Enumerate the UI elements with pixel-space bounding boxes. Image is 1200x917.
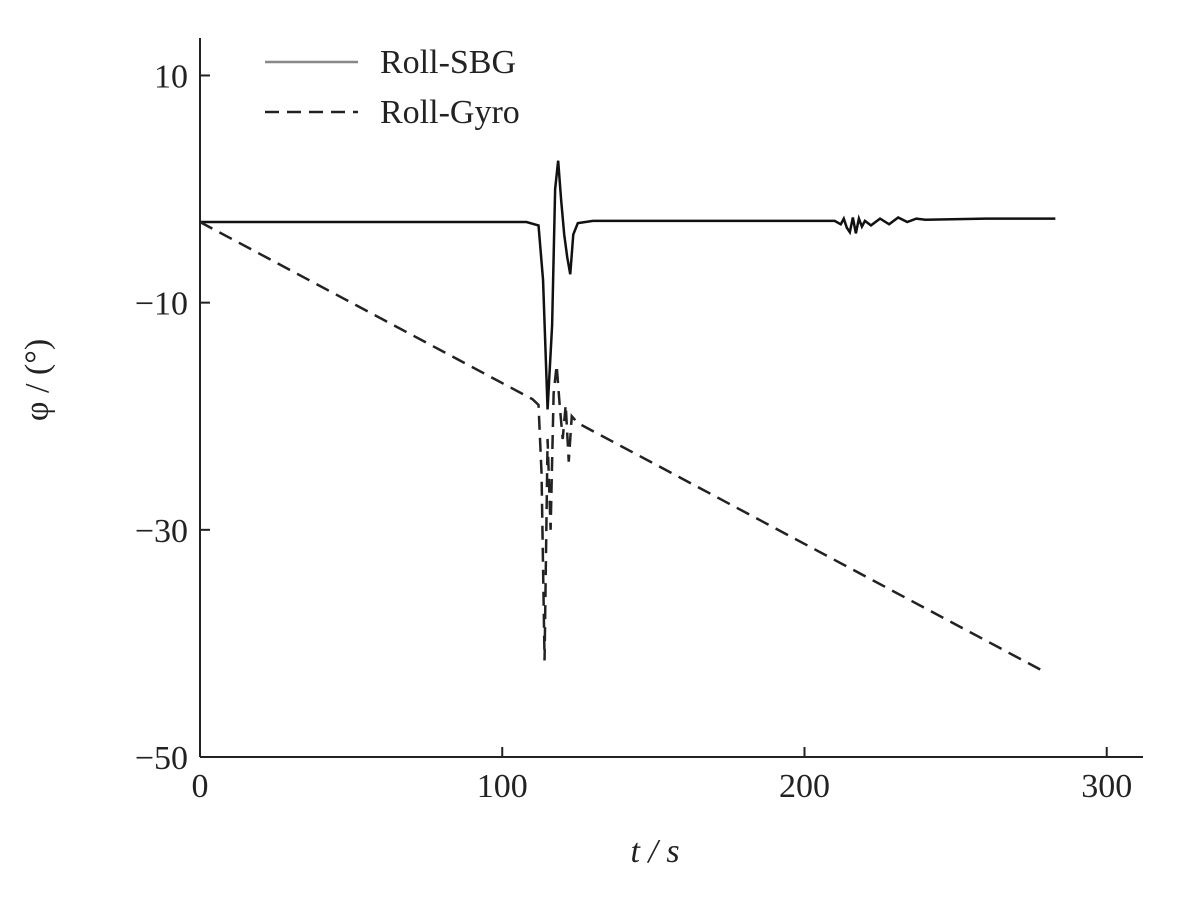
y-tick-label: 10 — [154, 58, 188, 95]
data-line — [199, 220, 1041, 671]
x-tick-label: 200 — [779, 768, 830, 805]
y-tick-label: −50 — [135, 740, 188, 777]
legend-label: Roll-Gyro — [380, 94, 520, 131]
y-tick-label: −10 — [135, 286, 188, 323]
x-tick-label: 300 — [1081, 768, 1132, 805]
legend-label: Roll-SBG — [380, 44, 516, 81]
x-axis-label: t / s — [630, 833, 679, 870]
y-axis-label: φ / (°) — [19, 339, 56, 421]
y-tick-label: −30 — [135, 513, 188, 550]
data-line — [200, 160, 1056, 410]
x-tick-label: 100 — [477, 768, 528, 805]
x-tick-label: 0 — [192, 768, 209, 805]
